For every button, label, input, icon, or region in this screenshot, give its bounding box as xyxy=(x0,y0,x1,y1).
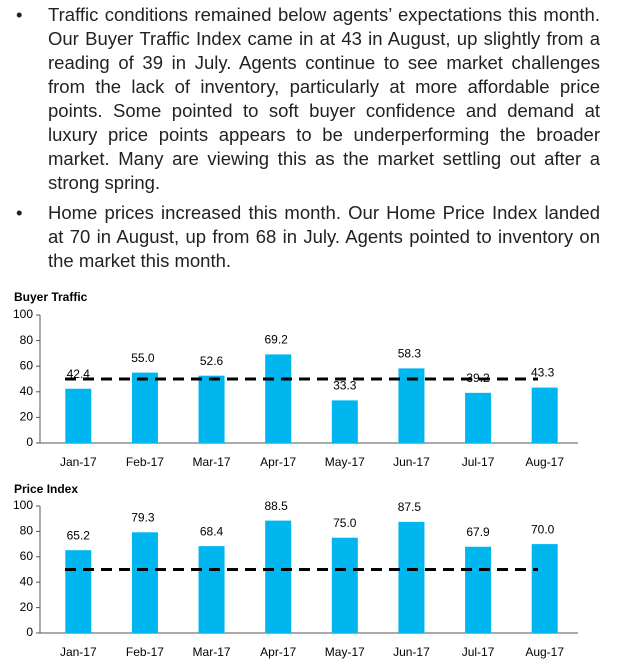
data-label: 52.6 xyxy=(200,354,224,368)
bar xyxy=(131,532,158,633)
y-tick-label: 100 xyxy=(13,307,33,321)
y-tick-label: 20 xyxy=(20,600,34,614)
y-tick-label: 20 xyxy=(20,410,34,424)
bullet: Home prices increased this month. Our Ho… xyxy=(0,201,600,273)
x-tick-label: Jul-17 xyxy=(462,455,495,469)
y-tick-label: 40 xyxy=(20,574,34,588)
y-tick-label: 40 xyxy=(20,384,34,398)
x-tick-label: Feb-17 xyxy=(126,455,164,469)
x-tick-label: Mar-17 xyxy=(193,645,231,659)
data-label: 42.4 xyxy=(67,367,91,381)
x-tick-label: Jun-17 xyxy=(393,455,430,469)
x-tick-label: Apr-17 xyxy=(260,645,296,659)
data-label: 55.0 xyxy=(131,351,155,365)
data-label: 65.2 xyxy=(67,528,91,542)
x-tick-label: Jan-17 xyxy=(60,645,97,659)
x-tick-label: Mar-17 xyxy=(193,455,231,469)
data-label: 33.3 xyxy=(333,379,357,393)
bar xyxy=(398,368,425,443)
bar xyxy=(131,372,158,443)
bar xyxy=(65,550,92,633)
data-label: 58.3 xyxy=(398,347,422,361)
y-tick-label: 60 xyxy=(20,358,34,372)
x-tick-label: Apr-17 xyxy=(260,455,296,469)
y-tick-label: 0 xyxy=(26,625,33,639)
data-label: 69.2 xyxy=(265,333,289,347)
y-tick-label: 80 xyxy=(20,524,34,538)
x-tick-label: Jun-17 xyxy=(393,645,430,659)
data-label: 43.3 xyxy=(531,366,555,380)
y-tick-label: 100 xyxy=(13,498,33,512)
y-tick-label: 0 xyxy=(26,435,33,449)
data-label: 87.5 xyxy=(398,500,422,514)
charts: Buyer Traffic 0 20 40 60 80 100 Jan-17 42.4 Feb-1… xyxy=(13,290,578,659)
chart-title: Buyer Traffic xyxy=(14,290,88,304)
x-tick-label: Aug-17 xyxy=(525,645,564,659)
bar xyxy=(465,546,492,633)
x-tick-label: May-17 xyxy=(325,455,365,469)
bullet: Traffic conditions remained below agents… xyxy=(0,3,600,195)
data-label: 88.5 xyxy=(265,499,289,513)
bar xyxy=(65,388,92,443)
bar xyxy=(531,544,558,633)
x-tick-label: Jul-17 xyxy=(462,645,495,659)
bar xyxy=(331,400,358,443)
bar xyxy=(198,546,225,633)
data-label: 68.4 xyxy=(200,524,224,538)
data-label: 79.3 xyxy=(131,510,155,524)
bullet-list: Traffic conditions remained below agents… xyxy=(0,3,600,279)
bar xyxy=(398,521,425,633)
bar xyxy=(531,387,558,443)
x-tick-label: Feb-17 xyxy=(126,645,164,659)
data-label: 67.9 xyxy=(466,525,490,539)
y-tick-label: 80 xyxy=(20,333,34,347)
x-tick-label: Jan-17 xyxy=(60,455,97,469)
y-tick-label: 60 xyxy=(20,549,34,563)
data-label: 70.0 xyxy=(531,522,555,536)
data-label: 39.2 xyxy=(466,371,490,385)
x-tick-label: May-17 xyxy=(325,645,365,659)
x-tick-label: Aug-17 xyxy=(525,455,564,469)
bar xyxy=(265,520,292,633)
data-label: 75.0 xyxy=(333,516,357,530)
bar xyxy=(198,375,225,443)
bar xyxy=(465,392,492,443)
bar xyxy=(331,537,358,633)
bar xyxy=(265,354,292,443)
chart-title: Price Index xyxy=(14,482,78,496)
